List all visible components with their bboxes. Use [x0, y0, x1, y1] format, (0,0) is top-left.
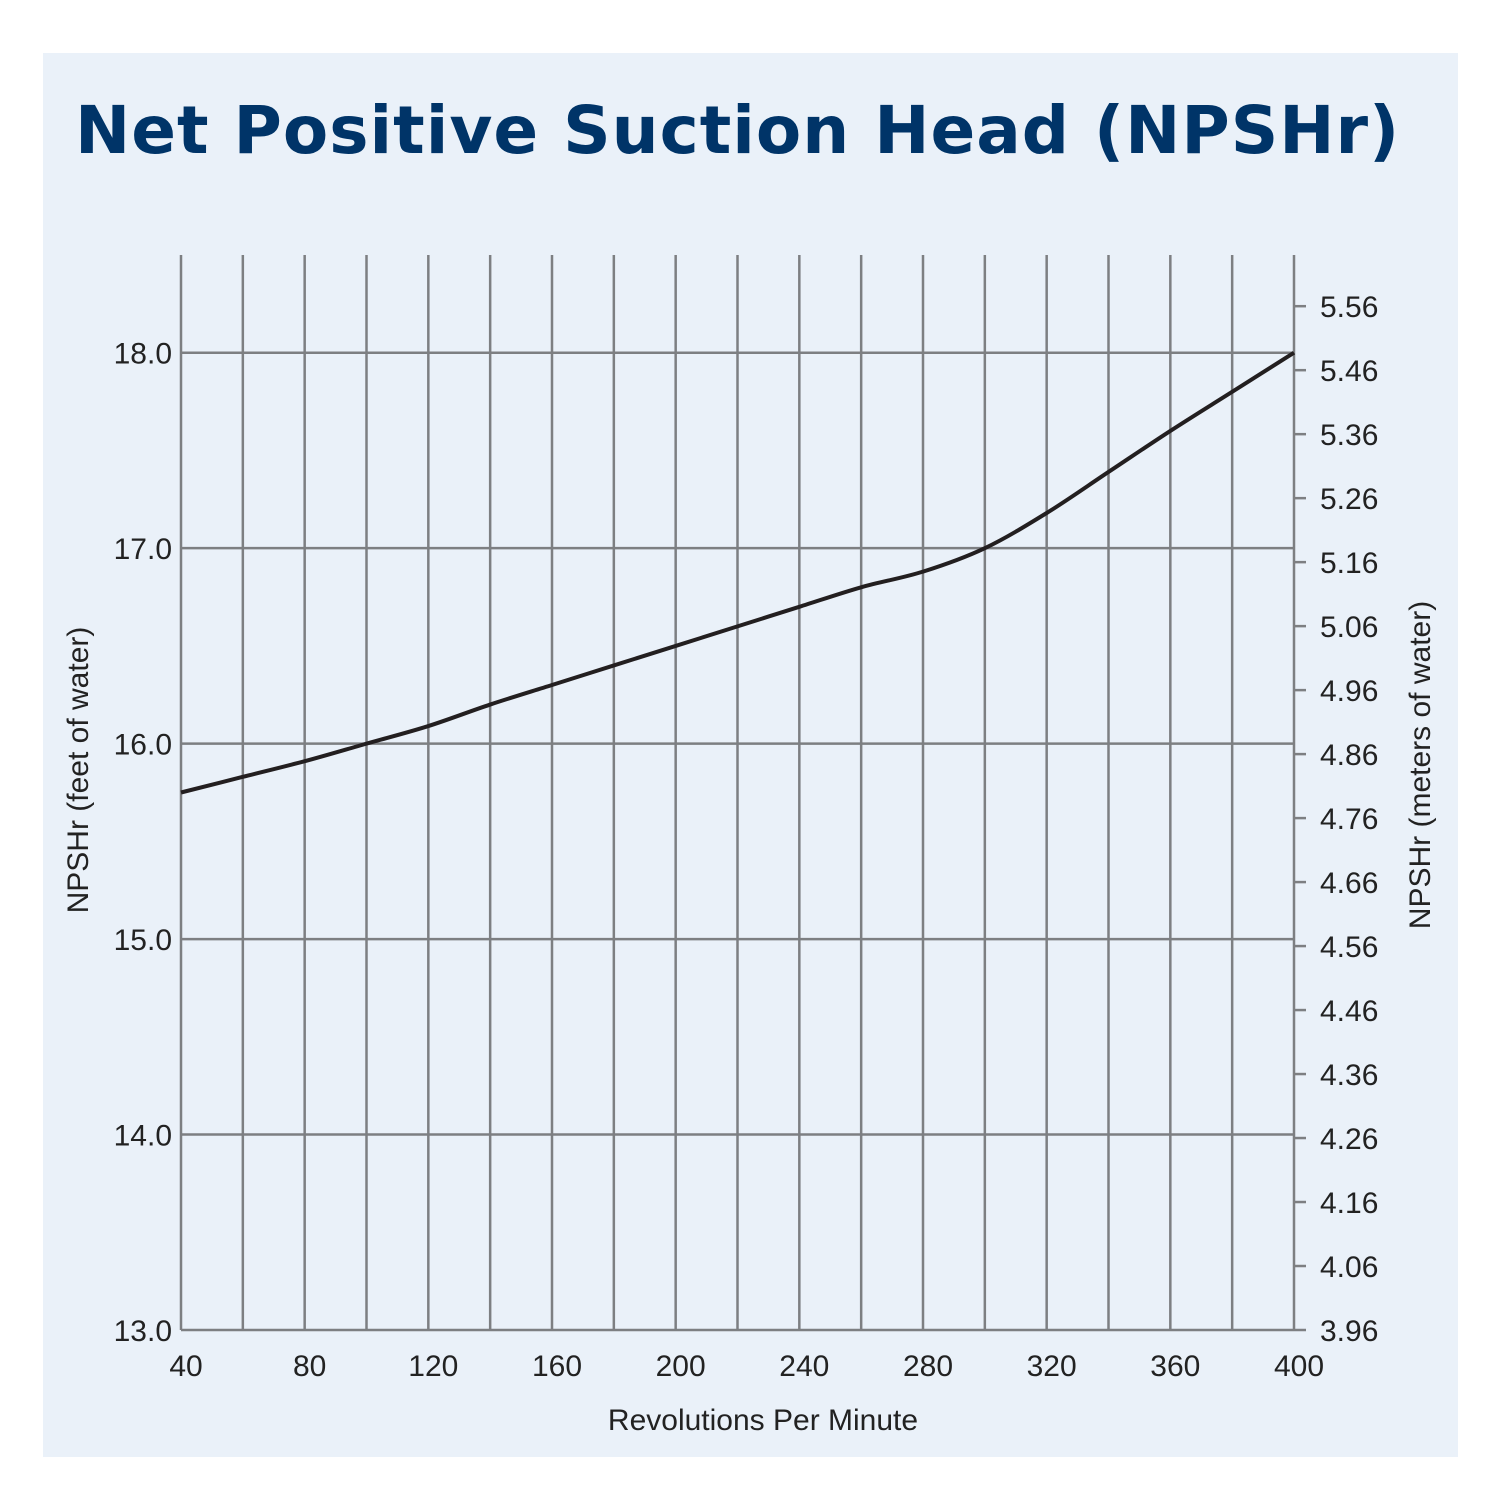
- y2-tick-label: 5.06: [1320, 611, 1378, 644]
- y2-tick-label: 4.36: [1320, 1059, 1378, 1092]
- x-tick-label: 80: [293, 1350, 326, 1383]
- y-tick-label: 13.0: [114, 1315, 172, 1348]
- y2-tick-label: 4.66: [1320, 867, 1378, 900]
- x-tick-label: 400: [1274, 1350, 1324, 1383]
- y2-tick-label: 4.06: [1320, 1251, 1378, 1284]
- y2-tick-label: 5.16: [1320, 547, 1378, 580]
- y-tick-label: 18.0: [114, 338, 172, 371]
- y2-tick-label: 5.46: [1320, 355, 1378, 388]
- y-tick-label: 14.0: [114, 1120, 172, 1153]
- y-tick-label: 16.0: [114, 729, 172, 762]
- y-axis-label: NPSHr (feet of water): [62, 627, 95, 914]
- x-tick-label: 280: [903, 1350, 953, 1383]
- y-tick-label: 15.0: [114, 924, 172, 957]
- y2-tick-label: 4.46: [1320, 995, 1378, 1028]
- chart-title: Net Positive Suction Head (NPSHr): [75, 92, 1401, 169]
- x-tick-label: 320: [1027, 1350, 1077, 1383]
- series-line: [180, 351, 1296, 795]
- x-axis-label: Revolutions Per Minute: [608, 1404, 918, 1437]
- y2-tick-label: 5.56: [1320, 291, 1378, 324]
- y2-tick-label: 3.96: [1320, 1315, 1378, 1348]
- y2-axis-label: NPSHr (meters of water): [1404, 601, 1437, 929]
- y2-tick-label: 4.56: [1320, 931, 1378, 964]
- x-tick-label: 160: [532, 1350, 582, 1383]
- x-tick-label: 120: [408, 1350, 458, 1383]
- y2-tick-label: 5.26: [1320, 483, 1378, 516]
- chart-background: [43, 53, 1458, 1457]
- y2-tick-label: 5.36: [1320, 419, 1378, 452]
- x-tick-label: 40: [169, 1350, 202, 1383]
- y2-tick-label: 4.96: [1320, 675, 1378, 708]
- x-tick-label: 360: [1150, 1350, 1200, 1383]
- y-tick-label: 17.0: [114, 533, 172, 566]
- y2-tick-label: 4.16: [1320, 1187, 1378, 1220]
- x-tick-label: 240: [779, 1350, 829, 1383]
- y2-tick-label: 4.26: [1320, 1123, 1378, 1156]
- x-tick-label: 200: [656, 1350, 706, 1383]
- y2-tick-label: 4.86: [1320, 739, 1378, 772]
- y2-tick-label: 4.76: [1320, 803, 1378, 836]
